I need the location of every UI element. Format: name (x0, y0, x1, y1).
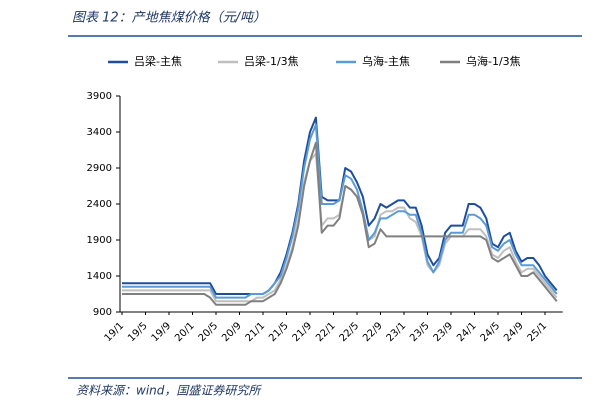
y-tick-label: 900 (93, 307, 112, 318)
x-tick-label: 19/9 (150, 320, 174, 344)
x-tick-label: 22/5 (338, 320, 362, 344)
x-tick-label: 22/1 (314, 320, 338, 344)
x-tick-label: 25/1 (526, 320, 550, 344)
series-line (122, 116, 558, 295)
x-tick-label: 21/1 (244, 320, 268, 344)
x-tick-label: 23/5 (408, 320, 432, 344)
source-note: 资料来源：wind，国盛证券研究所 (76, 384, 262, 398)
x-tick-label: 19/5 (126, 320, 150, 344)
x-tick-label: 19/1 (103, 320, 127, 344)
y-tick-label: 1400 (87, 271, 112, 282)
x-tick-label: 24/5 (479, 320, 503, 344)
y-tick-label: 3400 (87, 127, 112, 138)
legend-label: 吕梁-1/3焦 (244, 54, 299, 68)
series-line (122, 152, 558, 303)
legend-label: 乌海-主焦 (362, 54, 410, 68)
x-tick-label: 22/9 (361, 320, 385, 344)
x-tick-label: 20/5 (197, 320, 221, 344)
x-tick-label: 20/9 (220, 320, 244, 344)
series-line (122, 123, 558, 299)
x-tick-label: 23/1 (385, 320, 409, 344)
legend-label: 乌海-1/3焦 (466, 54, 521, 68)
y-tick-label: 2400 (87, 199, 112, 210)
x-tick-label: 24/1 (455, 320, 479, 344)
x-tick-label: 20/1 (173, 320, 197, 344)
x-tick-label: 23/9 (432, 320, 456, 344)
x-tick-label: 24/9 (502, 320, 526, 344)
y-tick-label: 1900 (87, 235, 112, 246)
legend-label: 吕梁-主焦 (134, 54, 182, 68)
x-tick-label: 21/5 (267, 320, 291, 344)
chart-title: 图表 12：产地焦煤价格（元/吨） (72, 10, 266, 26)
y-tick-label: 3900 (87, 91, 112, 102)
y-tick-label: 2900 (87, 163, 112, 174)
series-line (122, 141, 558, 306)
x-tick-label: 21/9 (291, 320, 315, 344)
